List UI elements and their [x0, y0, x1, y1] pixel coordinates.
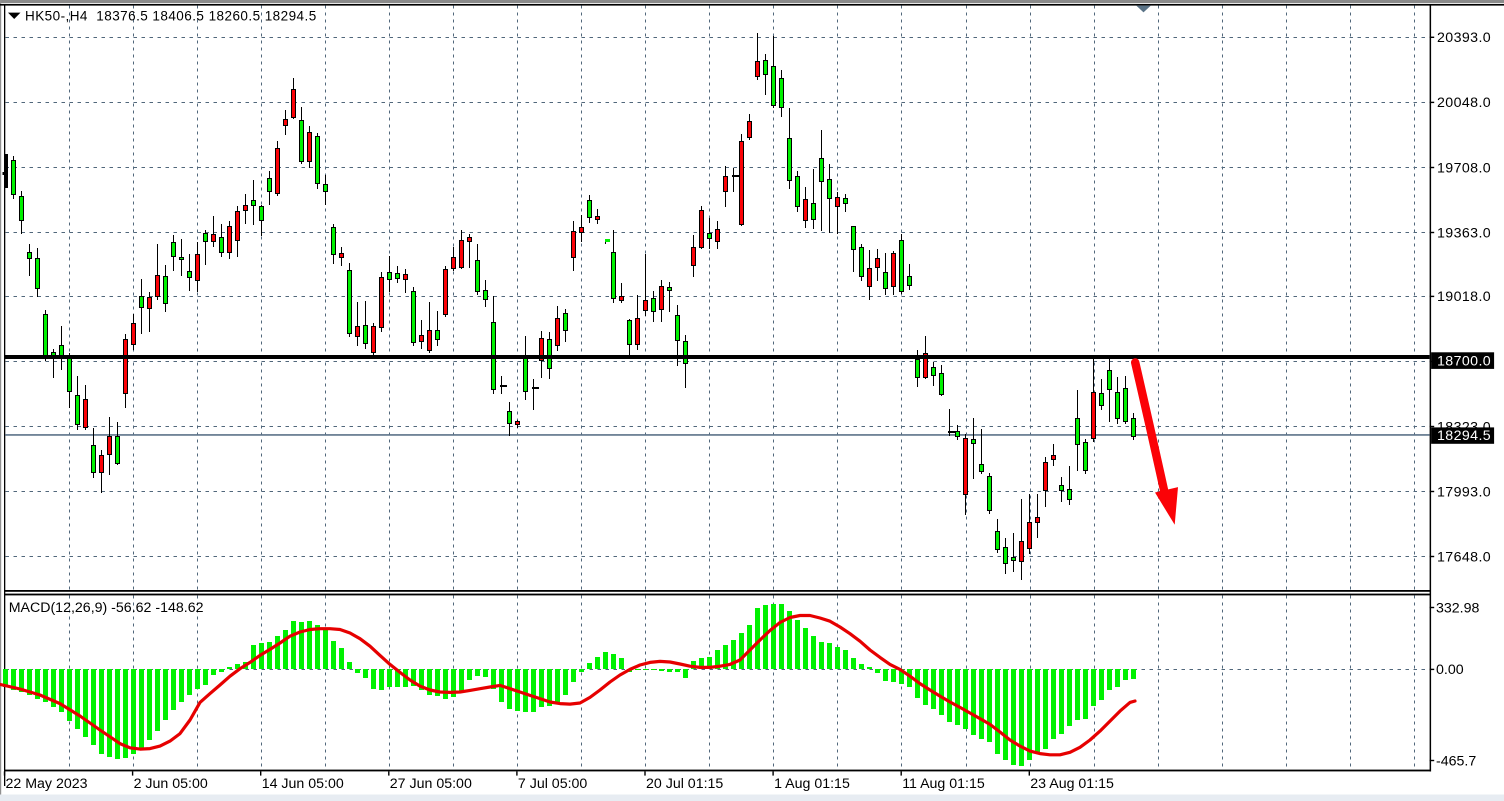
svg-text:22 May 2023: 22 May 2023 [6, 776, 88, 792]
svg-text:19363.0: 19363.0 [1437, 225, 1491, 241]
svg-text:17648.0: 17648.0 [1437, 549, 1491, 565]
svg-text:1 Aug 01:15: 1 Aug 01:15 [774, 776, 850, 792]
svg-text:332.98: 332.98 [1436, 600, 1480, 616]
svg-text:27 Jun 05:00: 27 Jun 05:00 [390, 776, 472, 792]
svg-text:14 Jun 05:00: 14 Jun 05:00 [262, 776, 344, 792]
svg-text:7 Jul 05:00: 7 Jul 05:00 [518, 776, 588, 792]
svg-text:-465.7: -465.7 [1436, 753, 1476, 769]
svg-text:HK50-,H4 18376.5 18406.5 1826: HK50-,H4 18376.5 18406.5 18260.5 18294.5 [25, 8, 317, 23]
svg-text:20 Jul 01:15: 20 Jul 01:15 [646, 776, 723, 792]
svg-text:20393.0: 20393.0 [1437, 30, 1491, 46]
svg-text:MACD(12,26,9) -56.62 -148.62: MACD(12,26,9) -56.62 -148.62 [9, 600, 204, 616]
svg-text:17993.0: 17993.0 [1437, 484, 1491, 500]
svg-text:20048.0: 20048.0 [1437, 95, 1491, 111]
svg-text:23 Aug 01:15: 23 Aug 01:15 [1030, 776, 1114, 792]
svg-text:2 Jun 05:00: 2 Jun 05:00 [134, 776, 208, 792]
svg-text:18700.0: 18700.0 [1437, 353, 1491, 369]
svg-text:0.00: 0.00 [1436, 662, 1464, 678]
svg-text:19708.0: 19708.0 [1437, 160, 1491, 176]
svg-text:18294.5: 18294.5 [1437, 428, 1491, 444]
svg-text:19018.0: 19018.0 [1437, 289, 1491, 305]
svg-text:11 Aug 01:15: 11 Aug 01:15 [902, 776, 985, 792]
